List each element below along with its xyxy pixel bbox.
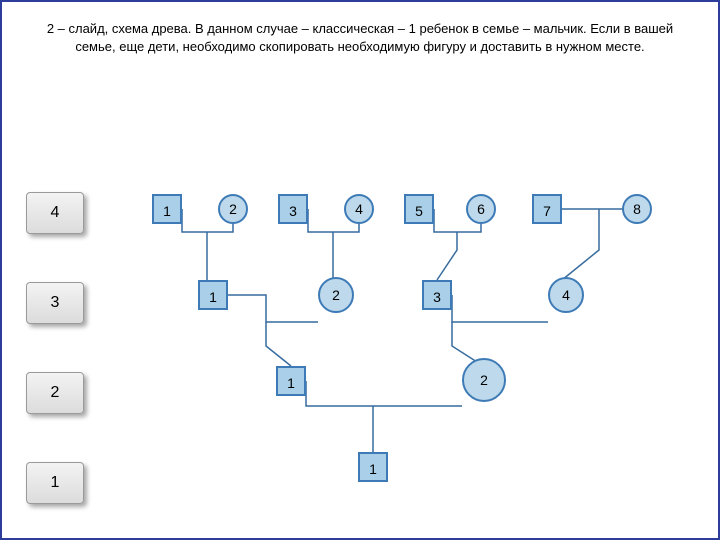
node-label: 3: [433, 289, 441, 305]
node-label: 3: [289, 203, 297, 219]
node-label: 4: [355, 201, 363, 217]
gen-button-4-label: 4: [51, 204, 60, 221]
female-node[interactable]: 2: [218, 194, 248, 224]
male-node[interactable]: 1: [198, 280, 228, 310]
edge: [437, 232, 457, 280]
edge: [452, 322, 477, 362]
male-node[interactable]: 5: [404, 194, 434, 224]
node-label: 6: [477, 201, 485, 217]
edge: [562, 209, 599, 280]
female-node[interactable]: 2: [462, 358, 506, 402]
node-label: 4: [562, 287, 570, 303]
gen-button-3[interactable]: 3: [26, 282, 84, 324]
node-label: 5: [415, 203, 423, 219]
node-label: 1: [209, 289, 217, 305]
male-node[interactable]: 7: [532, 194, 562, 224]
slide-stage: 2 – слайд, схема древа. В данном случае …: [0, 0, 720, 540]
male-node[interactable]: 3: [422, 280, 452, 310]
male-node[interactable]: 1: [152, 194, 182, 224]
node-label: 8: [633, 201, 641, 217]
gen-button-2-label: 2: [51, 384, 60, 401]
edge: [266, 322, 291, 366]
male-node[interactable]: 3: [278, 194, 308, 224]
node-label: 1: [287, 375, 295, 391]
node-label: 2: [332, 287, 340, 303]
gen-button-2[interactable]: 2: [26, 372, 84, 414]
female-node[interactable]: 4: [344, 194, 374, 224]
node-label: 1: [163, 203, 171, 219]
edge: [452, 295, 548, 322]
edge: [228, 295, 318, 322]
node-label: 2: [480, 372, 488, 388]
slide-description: 2 – слайд, схема древа. В данном случае …: [42, 20, 678, 55]
gen-button-1[interactable]: 1: [26, 462, 84, 504]
female-node[interactable]: 6: [466, 194, 496, 224]
female-node[interactable]: 2: [318, 277, 354, 313]
female-node[interactable]: 4: [548, 277, 584, 313]
female-node[interactable]: 8: [622, 194, 652, 224]
gen-button-1-label: 1: [51, 474, 60, 491]
male-node[interactable]: 1: [276, 366, 306, 396]
gen-button-4[interactable]: 4: [26, 192, 84, 234]
node-label: 2: [229, 201, 237, 217]
edge: [306, 381, 462, 406]
node-label: 7: [543, 203, 551, 219]
gen-button-3-label: 3: [51, 294, 60, 311]
male-node[interactable]: 1: [358, 452, 388, 482]
node-label: 1: [369, 461, 377, 477]
